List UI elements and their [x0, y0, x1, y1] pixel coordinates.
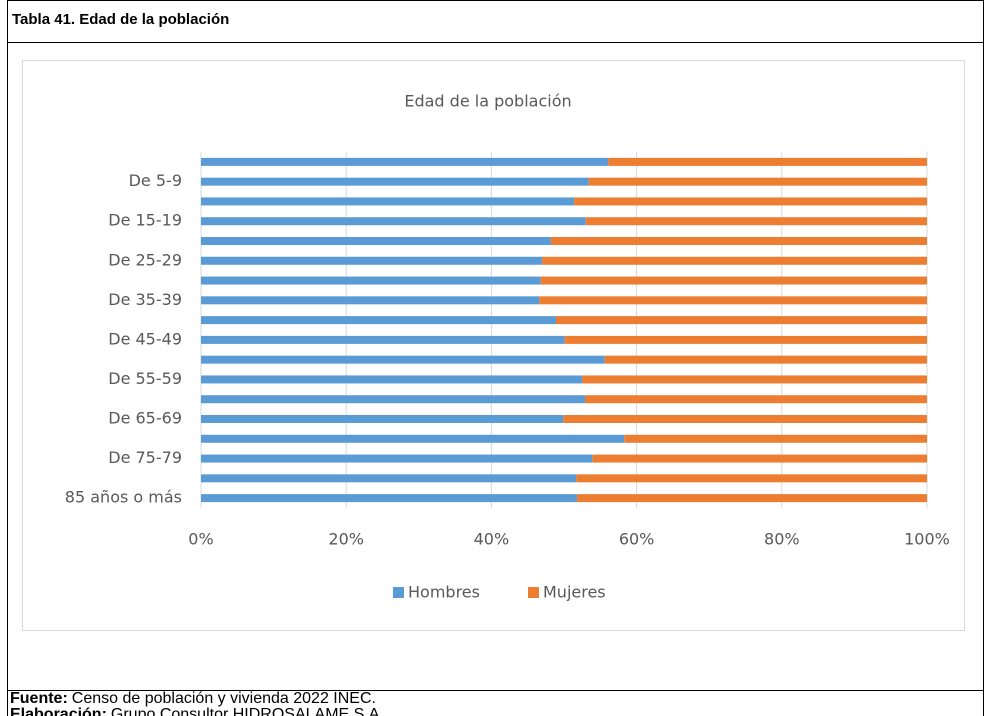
legend-swatch	[393, 587, 404, 598]
bar-segment	[624, 434, 927, 443]
x-tick-label: 20%	[328, 530, 364, 549]
y-tick-label: De 45-49	[108, 329, 182, 348]
bar-segment	[585, 217, 927, 226]
y-tick-label: 85 años o más	[65, 488, 182, 507]
x-tick-label: 40%	[474, 530, 510, 549]
legend-label: Mujeres	[543, 583, 606, 602]
bar-segment	[201, 335, 565, 344]
bar-segment	[585, 395, 927, 404]
bar-segment	[574, 197, 927, 206]
credit-label: Elaboración:	[10, 706, 107, 716]
bar-segment	[540, 276, 927, 285]
bar-segment	[608, 157, 927, 166]
bar-segment	[201, 355, 605, 364]
credit: Elaboración: Grupo Consultor HIDROSALAME …	[10, 706, 384, 716]
y-tick-label: De 25-29	[108, 250, 182, 269]
table-border	[7, 0, 984, 716]
bar-segment	[201, 395, 586, 404]
bar-segment	[201, 157, 609, 166]
source-label: Fuente:	[10, 690, 68, 707]
bar-segment	[539, 296, 927, 305]
bar-segment	[577, 494, 927, 503]
bar-segment	[201, 256, 543, 265]
bar-segment	[201, 197, 575, 206]
y-tick-label: De 75-79	[108, 448, 182, 467]
bar-segment	[592, 454, 927, 463]
bar-segment	[563, 415, 927, 423]
bar-segment	[556, 316, 927, 325]
y-tick-label: De 5-9	[129, 171, 182, 190]
y-tick-label: De 55-59	[108, 369, 182, 388]
legend-label: Hombres	[408, 583, 480, 602]
chart-title: Edad de la población	[404, 92, 571, 111]
bar-segment	[201, 217, 586, 226]
chart-area	[22, 60, 965, 631]
bar-segment	[564, 335, 927, 344]
bar-segment	[201, 434, 625, 443]
bar-segment	[201, 415, 564, 423]
caption: Tabla 41. Edad de la población	[12, 11, 229, 28]
y-tick-label: De 65-69	[108, 409, 182, 428]
x-tick-label: 100%	[904, 530, 950, 549]
bar-segment	[201, 474, 577, 483]
bar-segment	[201, 177, 589, 186]
bar-segment	[576, 474, 927, 483]
x-tick-label: 60%	[619, 530, 655, 549]
bar-segment	[201, 494, 578, 503]
bar-segment	[582, 375, 927, 384]
x-tick-label: 80%	[764, 530, 800, 549]
bar-segment	[201, 296, 540, 305]
x-tick-label: 0%	[188, 530, 213, 549]
y-tick-label: De 15-19	[108, 211, 182, 230]
bar-segment	[588, 177, 927, 186]
source: Fuente: Censo de población y vivienda 202…	[10, 690, 376, 707]
bar-segment	[201, 237, 551, 245]
bar-segment	[201, 454, 593, 463]
credit-text: Grupo Consultor HIDROSALAME S.A.	[111, 706, 384, 716]
source-text: Censo de población y vivienda 2022 INEC.	[72, 690, 376, 707]
bar-segment	[542, 256, 927, 265]
bar-segment	[201, 316, 557, 325]
bar-segment	[201, 375, 583, 384]
bar-segment	[550, 237, 927, 245]
bar-segment	[604, 355, 927, 364]
bar-segment	[201, 276, 541, 285]
y-tick-label: De 35-39	[108, 290, 182, 309]
legend-swatch	[528, 587, 539, 598]
